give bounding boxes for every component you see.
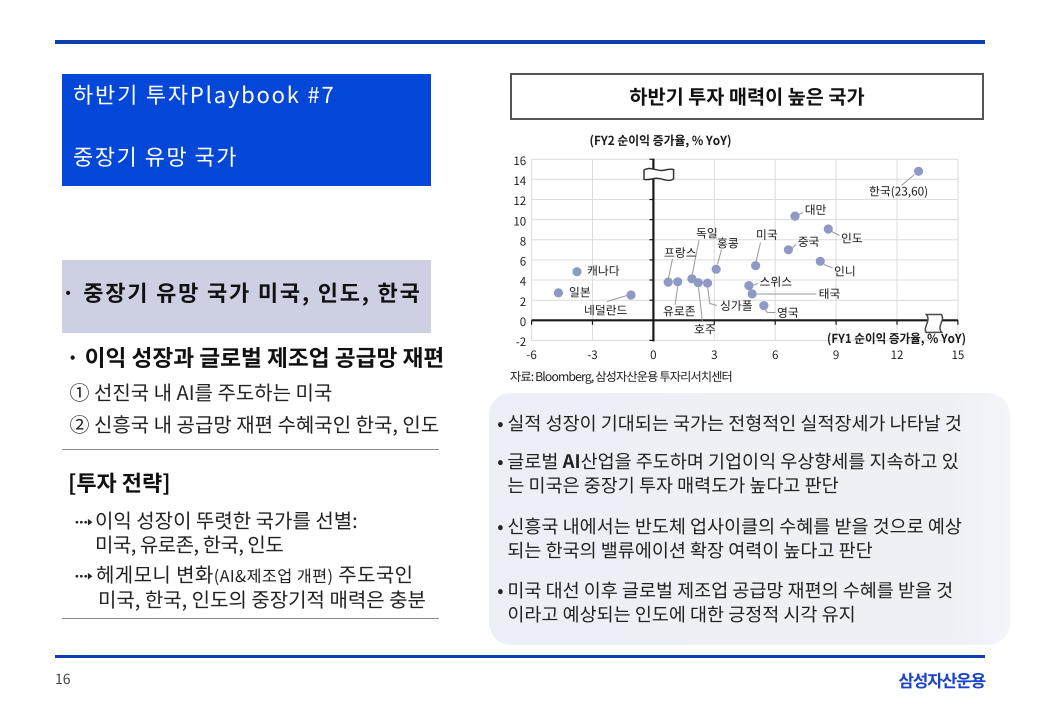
svg-text:-2: -2 <box>516 334 526 350</box>
svg-text:-6: -6 <box>526 347 536 363</box>
svg-text:미국: 미국 <box>756 226 778 243</box>
svg-text:태국: 태국 <box>819 285 841 302</box>
svg-text:캐나다: 캐나다 <box>587 262 620 279</box>
svg-text:홍콩: 홍콩 <box>717 234 739 251</box>
svg-text:4: 4 <box>520 274 527 290</box>
svg-text:-3: -3 <box>587 347 597 363</box>
svg-text:14: 14 <box>513 173 526 189</box>
svg-text:네덜란드: 네덜란드 <box>584 301 628 318</box>
svg-text:9: 9 <box>833 347 839 363</box>
svg-text:(FY2 순이익 증가율, % YoY): (FY2 순이익 증가율, % YoY) <box>590 130 732 149</box>
svg-text:호주: 호주 <box>694 320 716 337</box>
svg-text:16: 16 <box>513 153 526 169</box>
svg-text:중국: 중국 <box>798 233 820 250</box>
svg-text:프랑스: 프랑스 <box>664 244 697 261</box>
svg-text:인도: 인도 <box>841 229 863 246</box>
svg-text:독일: 독일 <box>696 224 718 241</box>
svg-text:12: 12 <box>513 193 526 209</box>
svg-text:12: 12 <box>891 347 904 363</box>
svg-text:3: 3 <box>711 347 717 363</box>
svg-text:2: 2 <box>520 294 526 310</box>
svg-text:스위스: 스위스 <box>760 273 793 290</box>
svg-text:일본: 일본 <box>569 283 591 300</box>
svg-text:싱가폴: 싱가폴 <box>720 297 753 314</box>
svg-text:대만: 대만 <box>805 201 827 218</box>
svg-text:8: 8 <box>520 233 526 249</box>
svg-text:한국(23,60): 한국(23,60) <box>869 182 928 199</box>
svg-text:인니: 인니 <box>834 262 856 279</box>
svg-text:15: 15 <box>951 347 964 363</box>
svg-text:6: 6 <box>772 347 778 363</box>
svg-text:0: 0 <box>650 347 656 363</box>
svg-text:(FY1 순이익 증가율, % YoY): (FY1 순이익 증가율, % YoY) <box>827 328 966 347</box>
svg-text:유로존: 유로존 <box>663 302 696 319</box>
svg-text:0: 0 <box>520 314 526 330</box>
svg-text:영국: 영국 <box>777 304 799 321</box>
svg-text:10: 10 <box>513 213 526 229</box>
svg-text:6: 6 <box>520 254 526 270</box>
